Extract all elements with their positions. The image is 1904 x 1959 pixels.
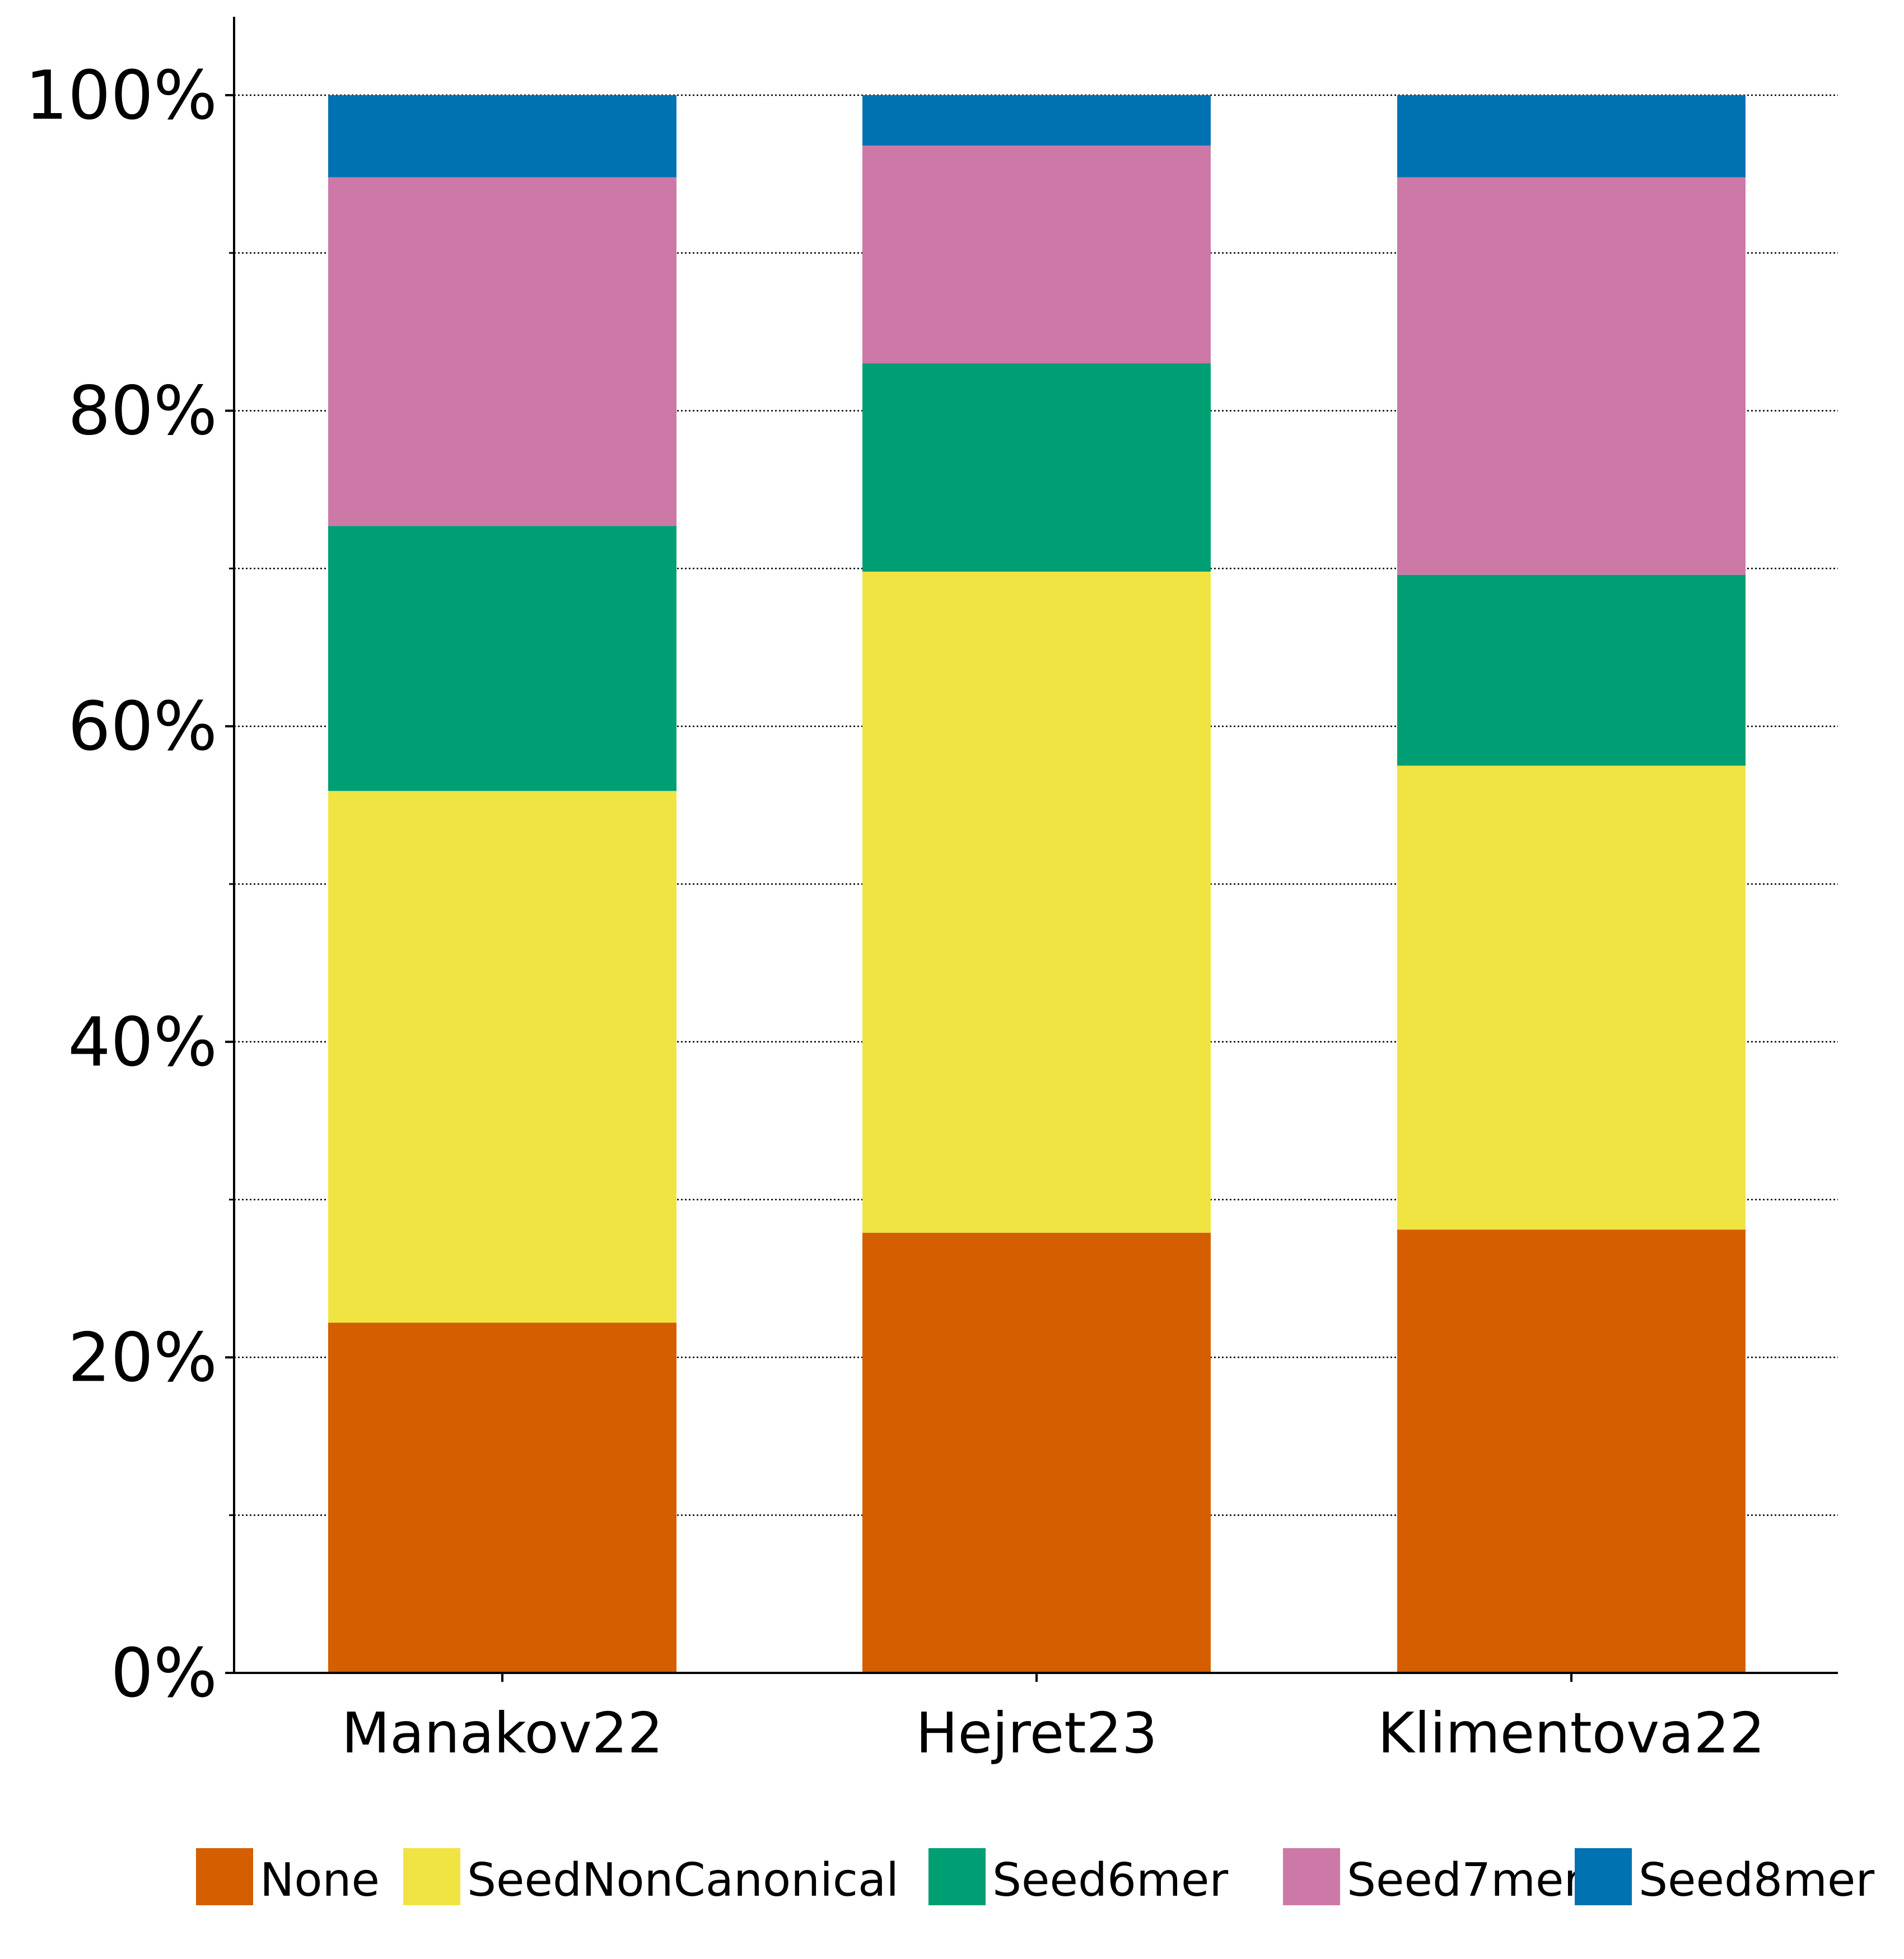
bar-Hejret23-None	[862, 1232, 1211, 1673]
x-tick-label: Hejret23	[916, 1700, 1157, 1766]
legend-label: Seed6mer	[992, 1854, 1228, 1907]
bar-Klimentova22-Seed6mer	[1397, 574, 1746, 766]
bar-Manakov22-Seed7mer	[328, 177, 676, 526]
legend-swatch-None	[196, 1848, 253, 1905]
legend-label: None	[260, 1854, 380, 1907]
legend-swatch-Seed8mer	[1575, 1848, 1632, 1905]
bar-Klimentova22-SeedNonCanonical	[1397, 765, 1746, 1230]
legend: None SeedNonCanonical Seed6mer Seed7mer Seed…	[196, 1848, 1874, 1907]
bar-Klimentova22-None	[1397, 1229, 1746, 1673]
y-tick-label: 80%	[68, 373, 217, 451]
bar-Hejret23-Seed8mer	[862, 95, 1211, 146]
y-tick-label: 40%	[68, 1004, 217, 1082]
bar-Manakov22-Seed6mer	[328, 526, 676, 791]
bar-Manakov22-Seed8mer	[328, 95, 676, 177]
legend-swatch-Seed7mer	[1283, 1848, 1340, 1905]
bar-Klimentova22-Seed7mer	[1397, 177, 1746, 575]
y-tick-label: 100%	[25, 57, 217, 135]
axes: 0% 20% 40% 60% 80% 100% Manakov22 Hejret23 Klime…	[25, 17, 1838, 1766]
bars	[328, 95, 1746, 1673]
legend-label: Seed7mer	[1347, 1854, 1583, 1907]
bar-Hejret23-SeedNonCanonical	[862, 572, 1211, 1233]
bar-Manakov22-None	[328, 1322, 676, 1673]
x-tick-label: Klimentova22	[1378, 1700, 1765, 1766]
legend-label: Seed8mer	[1639, 1854, 1874, 1907]
legend-swatch-Seed6mer	[928, 1848, 986, 1905]
bar-Klimentova22-Seed8mer	[1397, 95, 1746, 177]
legend-label: SeedNonCanonical	[467, 1854, 899, 1907]
bar-Manakov22-SeedNonCanonical	[328, 791, 676, 1323]
x-tick-label: Manakov22	[342, 1700, 663, 1766]
y-tick-label: 20%	[68, 1319, 217, 1397]
y-tick-label: 60%	[68, 688, 217, 766]
y-tick-label: 0%	[111, 1635, 217, 1713]
legend-swatch-SeedNonCanonical	[403, 1848, 460, 1905]
bar-Hejret23-Seed6mer	[862, 363, 1211, 572]
bar-Hejret23-Seed7mer	[862, 146, 1211, 364]
